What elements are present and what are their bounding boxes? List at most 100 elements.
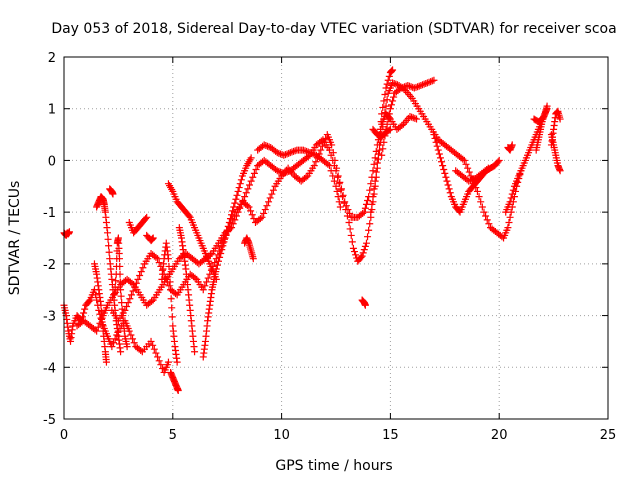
data-point xyxy=(223,226,231,234)
series-trace-o xyxy=(167,368,182,395)
data-point xyxy=(389,66,397,74)
x-tick-label: 25 xyxy=(600,428,617,443)
x-tick-label: 5 xyxy=(169,428,177,443)
data-point xyxy=(249,173,257,181)
data-point xyxy=(216,253,224,261)
data-point xyxy=(242,189,250,197)
data-point xyxy=(483,216,491,224)
series-trace-i xyxy=(254,141,344,211)
data-point xyxy=(304,148,312,156)
data-point xyxy=(376,141,384,149)
data-point xyxy=(425,78,433,86)
data-point xyxy=(250,169,258,177)
data-point xyxy=(350,248,358,256)
series-trace-q xyxy=(175,224,199,356)
data-point xyxy=(459,155,467,163)
data-point xyxy=(288,148,296,156)
data-point xyxy=(360,246,368,254)
data-point xyxy=(370,160,378,168)
data-point xyxy=(411,114,419,122)
data-point xyxy=(154,255,162,263)
data-point xyxy=(412,83,420,91)
data-point xyxy=(417,81,425,89)
data-point xyxy=(408,113,416,121)
data-point xyxy=(333,164,341,172)
data-point xyxy=(203,278,211,286)
data-point xyxy=(410,84,418,92)
data-point xyxy=(432,138,440,146)
data-point xyxy=(247,154,255,162)
data-point xyxy=(468,176,476,184)
data-point xyxy=(407,83,415,91)
data-point xyxy=(440,165,448,173)
data-point xyxy=(263,142,271,150)
data-point xyxy=(172,290,180,298)
data-point xyxy=(382,84,390,92)
data-point xyxy=(385,126,393,134)
y-tick-label: 0 xyxy=(48,154,56,169)
data-point xyxy=(269,186,277,194)
data-point xyxy=(283,150,291,158)
data-point xyxy=(213,261,221,269)
series-trace-ac xyxy=(547,131,564,175)
data-point xyxy=(199,286,207,294)
data-point xyxy=(506,198,514,206)
data-point xyxy=(167,286,175,294)
data-point xyxy=(390,80,398,88)
y-tick-label: -5 xyxy=(43,413,56,428)
data-point xyxy=(333,187,341,195)
data-point xyxy=(366,186,374,194)
data-point xyxy=(219,242,227,250)
data-point xyxy=(367,180,375,188)
data-point xyxy=(465,168,473,176)
data-point xyxy=(366,220,374,228)
data-point xyxy=(265,198,273,206)
data-point xyxy=(222,230,230,238)
data-point xyxy=(162,274,170,282)
data-point xyxy=(380,138,388,146)
data-point xyxy=(233,191,241,199)
data-point xyxy=(334,193,342,201)
y-tick-label: -2 xyxy=(43,258,56,273)
series-trace-aa xyxy=(530,115,547,126)
data-point xyxy=(214,257,222,265)
x-tick-label: 20 xyxy=(491,428,508,443)
data-point xyxy=(430,76,438,84)
data-point xyxy=(142,215,150,223)
data-point xyxy=(291,147,299,155)
data-point xyxy=(318,142,326,150)
data-point xyxy=(478,203,486,211)
data-point xyxy=(414,83,422,91)
data-point xyxy=(143,213,151,221)
data-point xyxy=(303,147,311,155)
data-point xyxy=(383,80,391,88)
data-point xyxy=(347,231,355,239)
data-point xyxy=(280,151,288,159)
series-trace-y xyxy=(504,141,516,154)
data-point xyxy=(320,138,328,146)
data-point xyxy=(387,101,395,109)
data-point xyxy=(508,190,516,198)
data-point xyxy=(346,209,354,217)
data-point xyxy=(325,146,333,154)
data-point xyxy=(436,154,444,162)
data-point xyxy=(201,282,209,290)
series-trace-n xyxy=(158,239,181,366)
data-point xyxy=(174,387,182,395)
data-point xyxy=(404,81,412,89)
data-point xyxy=(121,306,129,314)
data-point xyxy=(237,176,245,184)
data-point xyxy=(235,184,243,192)
data-point xyxy=(155,357,163,365)
data-point xyxy=(367,208,375,216)
y-tick-label: 2 xyxy=(48,51,56,66)
data-point xyxy=(65,228,73,236)
data-point xyxy=(102,358,110,366)
data-point xyxy=(373,159,381,167)
data-point xyxy=(155,259,163,267)
data-point xyxy=(218,246,226,254)
data-point xyxy=(361,301,369,309)
data-point xyxy=(484,164,492,172)
data-point xyxy=(384,76,392,84)
data-point xyxy=(110,339,118,347)
